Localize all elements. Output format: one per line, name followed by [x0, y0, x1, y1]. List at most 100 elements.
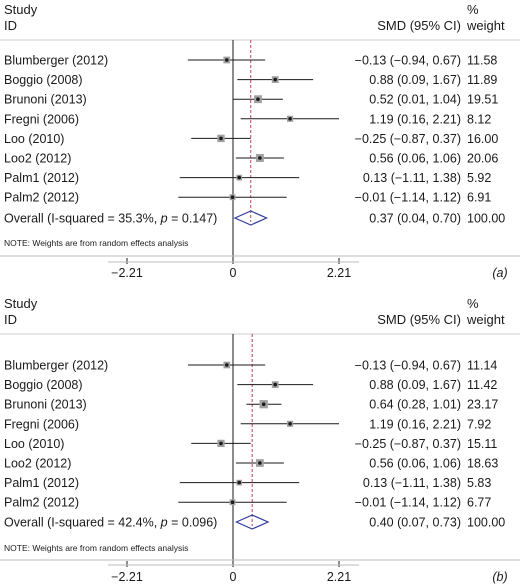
panel-label: (b) [492, 570, 507, 584]
weight-value: 6.91 [467, 191, 491, 205]
axis-tick-label: −2.21 [111, 570, 143, 584]
study-name: Blumberger (2012) [4, 54, 108, 68]
study-name: Fregni (2006) [4, 112, 79, 126]
point-estimate [237, 175, 242, 180]
axis-tick-label: 0 [230, 266, 237, 280]
point-estimate [273, 77, 278, 82]
header-weight-percent: % [467, 296, 479, 311]
effect-ci-value: 0.88 (0.09, 1.67) [369, 73, 461, 87]
weight-value: 16.00 [467, 132, 498, 146]
point-estimate [224, 363, 229, 367]
effect-ci-value: 0.56 (0.06, 1.06) [369, 457, 461, 471]
weight-value: 18.63 [467, 457, 498, 471]
study-name: Palm1 (2012) [4, 171, 79, 185]
study-name: Palm2 (2012) [4, 496, 79, 510]
header-weight: weight [466, 18, 505, 33]
effect-ci-value: 0.13 (−1.11, 1.38) [363, 171, 461, 185]
study-name: Boggio (2008) [4, 73, 83, 87]
study-name: Loo2 (2012) [4, 457, 71, 471]
point-estimate [258, 461, 262, 465]
weight-value: 11.42 [467, 378, 497, 392]
weight-value: 7.92 [467, 417, 491, 431]
effect-ci-value: 0.52 (0.01, 1.04) [369, 93, 461, 107]
point-estimate [261, 402, 266, 407]
weight-value: 23.17 [467, 398, 498, 412]
effect-ci-value: −0.25 (−0.87, 0.37) [355, 437, 461, 451]
effect-ci-value: −0.01 (−1.14, 1.12) [355, 496, 461, 510]
header-study: Study [4, 296, 38, 311]
weight-value: 11.58 [467, 54, 497, 68]
study-name: Palm2 (2012) [4, 191, 79, 205]
point-estimate [230, 195, 235, 199]
effect-ci-value: −0.25 (−0.87, 0.37) [355, 132, 461, 146]
study-name: Loo (2010) [4, 437, 64, 451]
overall-label-suffix: = 0.147) [168, 212, 218, 226]
effect-ci-value: −0.13 (−0.94, 0.67) [355, 54, 461, 68]
header-weight: weight [466, 312, 505, 327]
study-name: Fregni (2006) [4, 417, 79, 431]
point-estimate [237, 480, 242, 485]
weight-value: 5.92 [467, 171, 491, 185]
overall-effect-ci-value: 0.37 (0.04, 0.70) [369, 212, 461, 226]
overall-diamond [233, 210, 269, 226]
effect-ci-value: 0.88 (0.09, 1.67) [369, 378, 461, 392]
overall-label-prefix: Overall (I-squared = 35.3%, [4, 212, 161, 226]
study-name: Loo2 (2012) [4, 152, 71, 166]
header-effect: SMD (95% CI) [377, 312, 461, 327]
overall-weight-value: 100.00 [467, 516, 505, 530]
weight-value: 5.83 [467, 476, 491, 490]
weights-note: NOTE: Weights are from random effects an… [4, 238, 188, 248]
header-study: Study [4, 2, 38, 17]
weight-value: 11.14 [467, 359, 497, 373]
overall-label-suffix: = 0.096) [168, 516, 218, 530]
overall-diamond [234, 514, 270, 530]
point-estimate [256, 97, 260, 101]
effect-ci-value: 1.19 (0.16, 2.21) [369, 417, 461, 431]
weight-value: 6.77 [467, 496, 491, 510]
point-estimate [288, 422, 292, 426]
header-id: ID [4, 312, 17, 327]
weight-value: 8.12 [467, 112, 491, 126]
weight-value: 20.06 [467, 152, 498, 166]
study-name: Palm1 (2012) [4, 476, 79, 490]
effect-ci-value: −0.01 (−1.14, 1.12) [355, 191, 461, 205]
weight-value: 11.89 [467, 73, 497, 87]
overall-label: Overall (I-squared = 35.3%, p = 0.147) [4, 212, 217, 226]
study-name: Brunoni (2013) [4, 93, 87, 107]
effect-ci-value: 1.19 (0.16, 2.21) [369, 112, 461, 126]
study-name: Brunoni (2013) [4, 398, 87, 412]
axis-tick-label: −2.21 [111, 266, 143, 280]
header-weight-percent: % [467, 2, 479, 17]
weights-note: NOTE: Weights are from random effects an… [4, 543, 188, 553]
weight-value: 15.11 [467, 437, 497, 451]
weight-value: 19.51 [467, 93, 498, 107]
effect-ci-value: 0.13 (−1.11, 1.38) [363, 476, 461, 490]
overall-label-p: p [160, 212, 168, 226]
point-estimate [230, 500, 235, 505]
overall-label: Overall (I-squared = 42.4%, p = 0.096) [4, 516, 217, 530]
point-estimate [258, 156, 262, 160]
effect-ci-value: 0.64 (0.28, 1.01) [369, 398, 461, 412]
panel-label: (a) [492, 266, 507, 280]
overall-label-p: p [160, 516, 168, 530]
axis-tick-label: 0 [230, 570, 237, 584]
study-name: Blumberger (2012) [4, 359, 108, 373]
point-estimate [219, 136, 223, 141]
overall-label-prefix: Overall (I-squared = 42.4%, [4, 516, 161, 530]
point-estimate [224, 58, 229, 62]
effect-ci-value: −0.13 (−0.94, 0.67) [355, 359, 461, 373]
overall-weight-value: 100.00 [467, 212, 505, 226]
header-effect: SMD (95% CI) [377, 18, 461, 33]
study-name: Boggio (2008) [4, 378, 83, 392]
axis-tick-label: 2.21 [327, 570, 351, 584]
point-estimate [219, 441, 223, 446]
axis-tick-label: 2.21 [327, 266, 351, 280]
overall-effect-ci-value: 0.40 (0.07, 0.73) [369, 516, 461, 530]
effect-ci-value: 0.56 (0.06, 1.06) [369, 152, 461, 166]
header-id: ID [4, 18, 17, 33]
point-estimate [273, 382, 278, 387]
point-estimate [288, 117, 292, 121]
